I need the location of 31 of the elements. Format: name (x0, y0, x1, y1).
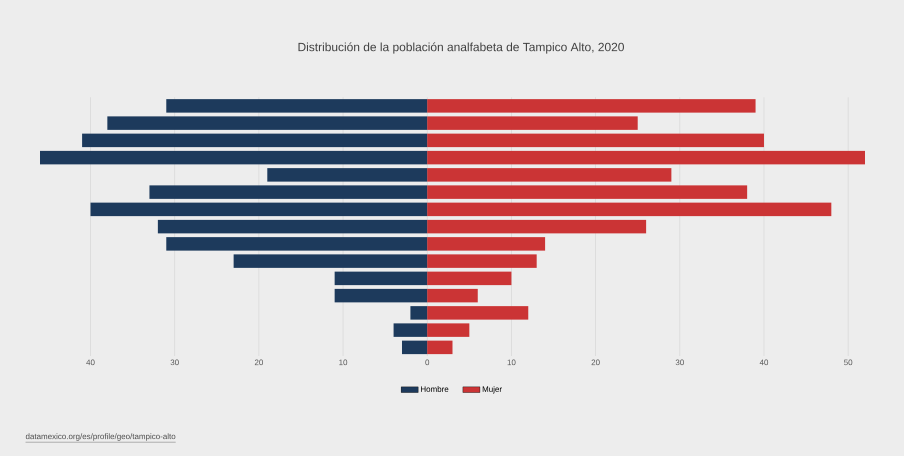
bar (427, 116, 638, 130)
bar (158, 220, 428, 234)
bar (410, 306, 428, 320)
bar (427, 237, 546, 251)
bar (427, 168, 672, 182)
bar (394, 323, 428, 337)
bar (149, 185, 428, 199)
bar (427, 306, 528, 320)
bar (427, 272, 512, 286)
bar (166, 99, 428, 113)
bar (40, 150, 428, 164)
bar (427, 340, 452, 354)
bar (402, 340, 428, 354)
bar (267, 168, 428, 182)
bar (334, 288, 428, 302)
bar (334, 272, 428, 286)
bar (427, 134, 764, 148)
bar (107, 116, 428, 130)
bar (82, 134, 428, 148)
bar (166, 237, 428, 251)
bar (234, 254, 428, 268)
bar (427, 202, 832, 216)
bar (427, 254, 537, 268)
bar (427, 185, 748, 199)
bar (427, 288, 478, 302)
bar (427, 99, 756, 113)
chart-title: Distribución de la población analfabeta de Tampico Alto, 2020 (298, 42, 624, 54)
bar (427, 323, 470, 337)
bar (427, 150, 866, 164)
bar (90, 202, 428, 216)
bar (427, 220, 646, 234)
